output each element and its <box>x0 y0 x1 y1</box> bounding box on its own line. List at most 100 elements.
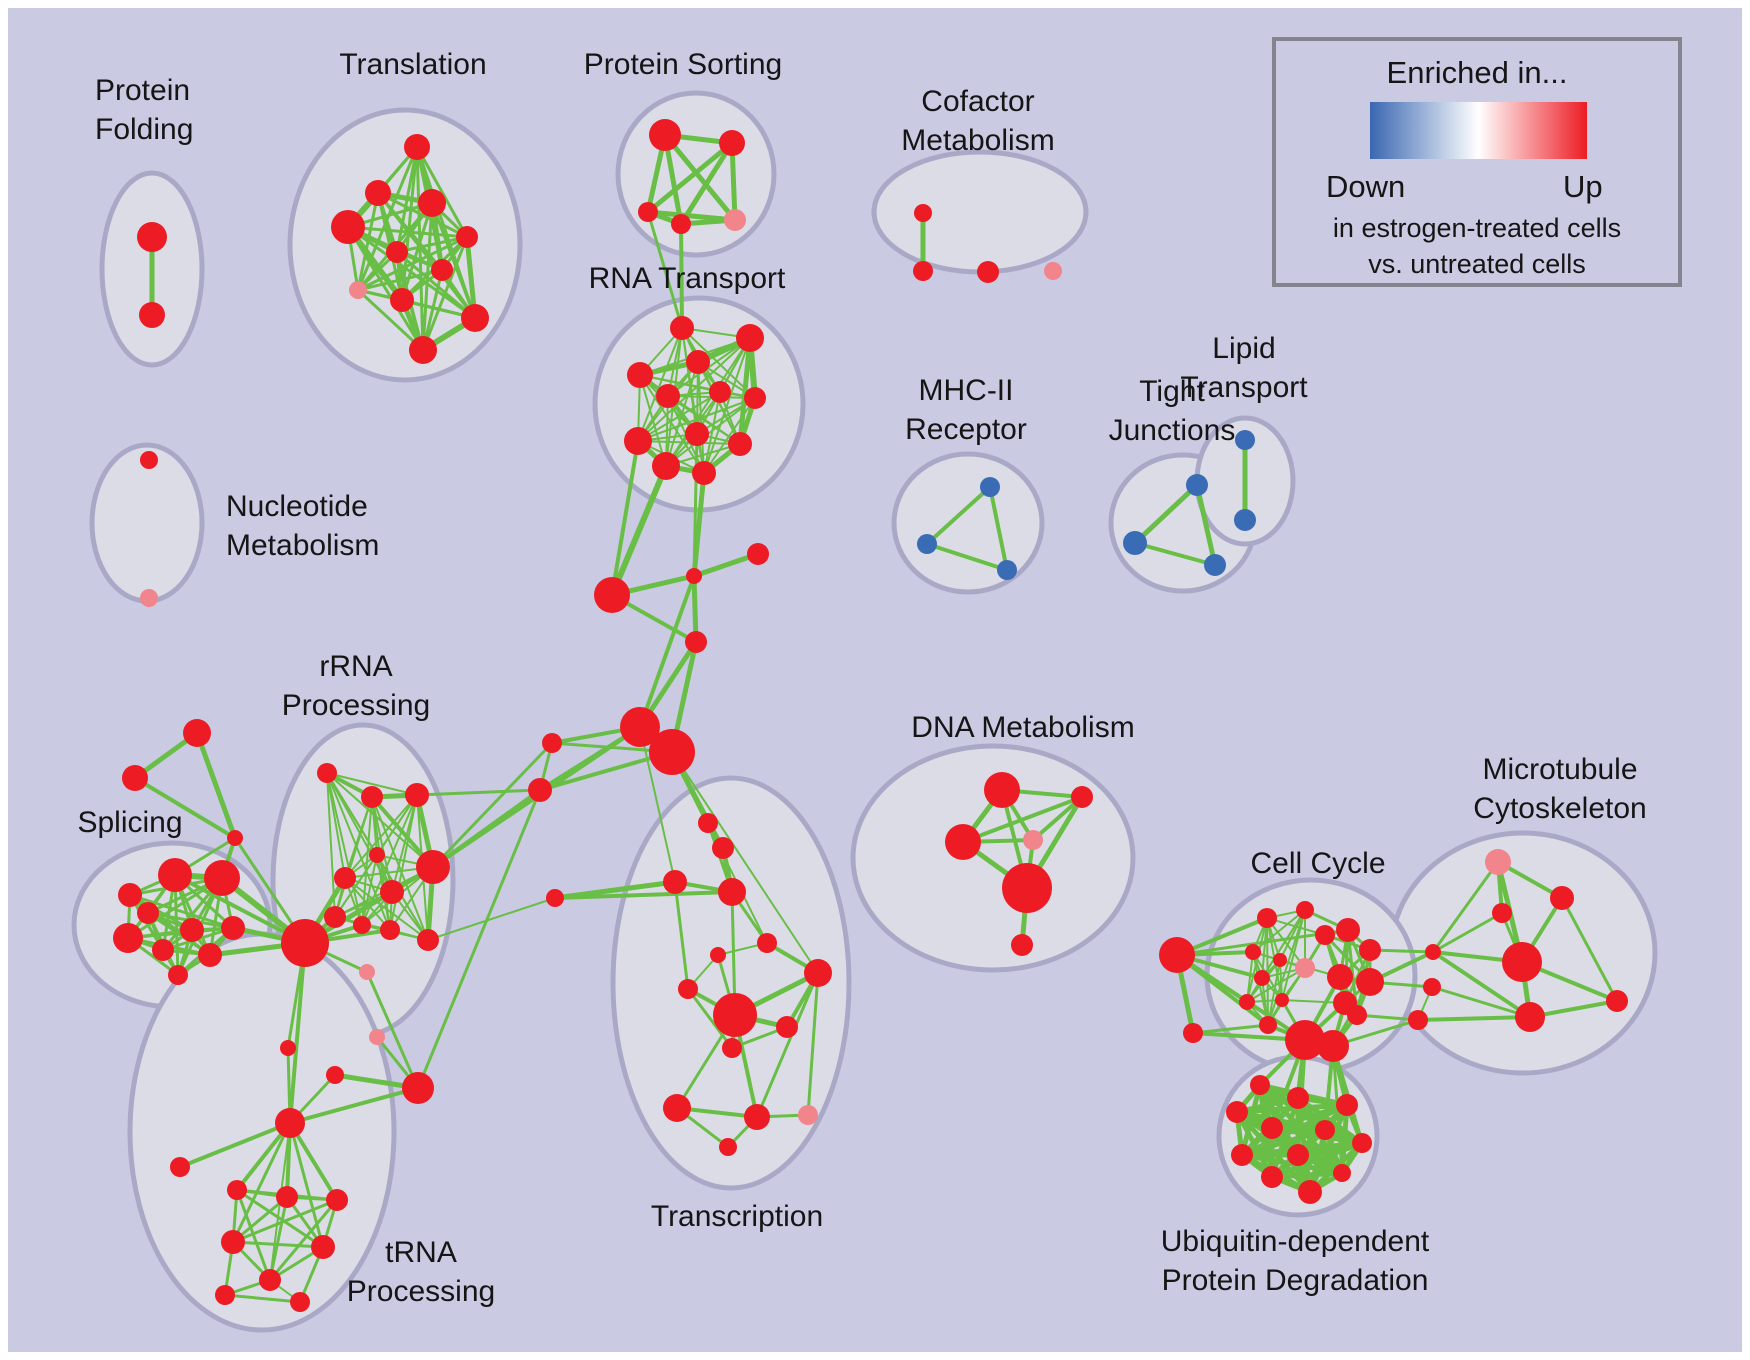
network-node <box>624 427 652 455</box>
network-node <box>1234 509 1256 531</box>
network-node <box>404 134 430 160</box>
network-node <box>1204 554 1226 576</box>
network-edge <box>681 327 756 399</box>
network-node <box>776 1016 798 1038</box>
network-edge <box>1252 909 1306 953</box>
network-node <box>324 906 346 928</box>
network-edge <box>639 374 667 467</box>
network-edge <box>1266 917 1326 936</box>
network-edge <box>389 794 418 931</box>
network-node <box>461 304 489 332</box>
network-node <box>1273 953 1287 967</box>
network-node <box>1295 958 1315 978</box>
network-node <box>1259 1016 1277 1034</box>
network-edge <box>288 942 307 1124</box>
network-node <box>158 858 192 892</box>
network-edge <box>231 1122 292 1243</box>
network-node <box>1336 918 1360 942</box>
network-edge <box>356 288 425 352</box>
network-edge <box>665 397 756 467</box>
cluster-label-translation: Translation <box>339 48 486 81</box>
network-node <box>1287 1087 1309 1109</box>
network-edge <box>268 1196 289 1281</box>
network-node <box>140 589 158 607</box>
network-node <box>1315 925 1335 945</box>
network-node <box>685 422 709 446</box>
network-node <box>671 214 691 234</box>
network-edge <box>1431 950 1532 1019</box>
network-edge <box>686 988 734 1049</box>
network-edge <box>288 1121 339 1202</box>
network-edge <box>396 235 468 254</box>
network-edge <box>646 141 734 214</box>
network-node <box>1485 849 1511 875</box>
network-node <box>1044 262 1062 280</box>
network-node <box>139 302 165 328</box>
network-node <box>409 336 437 364</box>
network-node <box>456 226 478 248</box>
network-node <box>1347 1005 1367 1025</box>
network-edge <box>232 1240 324 1249</box>
network-node <box>390 288 414 312</box>
network-node <box>1245 944 1261 960</box>
network-node <box>122 765 148 791</box>
network-node <box>275 1108 305 1138</box>
network-node <box>1298 1180 1322 1204</box>
network-node <box>686 568 702 584</box>
network-node <box>736 324 764 352</box>
network-node <box>227 830 243 846</box>
network-node <box>198 943 222 967</box>
network-node <box>1359 939 1381 961</box>
network-node <box>744 1104 770 1130</box>
network-edge <box>1134 541 1216 567</box>
network-node <box>798 1105 818 1125</box>
network-node <box>678 979 698 999</box>
network-edge <box>637 327 683 442</box>
network-edge <box>1356 1013 1419 1022</box>
network-edge <box>326 772 418 796</box>
network-edge <box>671 751 819 974</box>
network-node <box>914 204 932 222</box>
network-edge <box>693 551 759 579</box>
network-node <box>221 1230 245 1254</box>
network-node <box>1606 990 1628 1012</box>
legend-gradient-bar <box>1370 102 1587 159</box>
cluster-label-protein-sorting: Protein Sorting <box>584 48 782 81</box>
network-node <box>215 1285 235 1305</box>
legend-subtitle-line1: in estrogen-treated cells <box>1332 213 1622 243</box>
network-node <box>1356 968 1384 996</box>
network-node <box>369 1029 385 1045</box>
legend-down-label: Down <box>1326 169 1406 204</box>
cluster-bubble-mhc-ii-receptor <box>891 451 1045 595</box>
network-node <box>1183 1023 1203 1043</box>
network-node <box>977 261 999 283</box>
network-node <box>183 719 211 747</box>
network-node <box>980 477 1000 497</box>
network-node <box>1011 934 1033 956</box>
network-node <box>728 432 752 456</box>
network-node <box>528 778 552 802</box>
network-edge <box>1432 911 1503 954</box>
network-edge <box>1266 917 1306 969</box>
network-edge <box>1241 1127 1326 1158</box>
network-edge <box>679 223 684 329</box>
network-edge <box>665 337 751 467</box>
network-node <box>326 1189 348 1211</box>
network-edge <box>638 575 696 728</box>
network-node <box>1315 1120 1335 1140</box>
network-edge <box>691 575 699 643</box>
network-node <box>334 867 356 889</box>
network-node <box>712 837 734 859</box>
network-node <box>670 316 694 340</box>
network-node <box>1550 886 1574 910</box>
network-node <box>1502 942 1542 982</box>
network-node <box>1408 1010 1428 1030</box>
network-node <box>113 923 143 953</box>
cluster-labels: Protein Folding Translation Protein Sorting… <box>77 48 1646 1308</box>
network-edge <box>1246 967 1306 1003</box>
network-edge <box>639 726 676 883</box>
cluster-bubble-dna-metabolism <box>850 743 1136 973</box>
network-node <box>692 461 716 485</box>
network-node <box>1235 430 1255 450</box>
network-node <box>1287 1144 1309 1166</box>
